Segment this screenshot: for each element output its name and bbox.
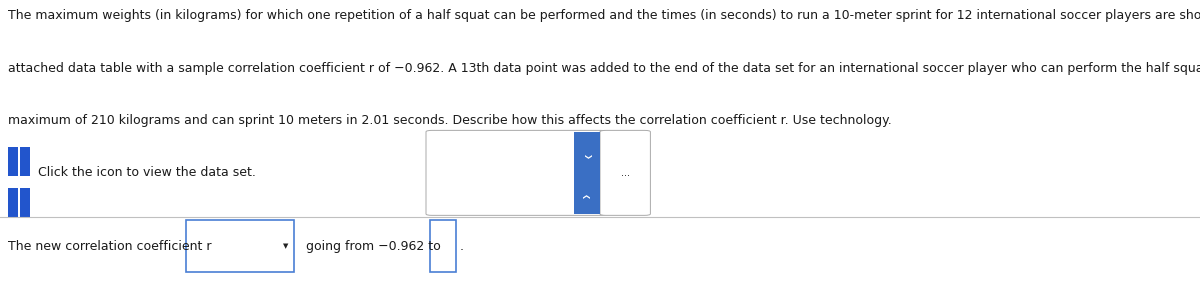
Text: ···: ···	[620, 171, 630, 181]
Text: The maximum weights (in kilograms) for which one repetition of a half squat can : The maximum weights (in kilograms) for w…	[8, 9, 1200, 22]
Text: maximum of 210 kilograms and can sprint 10 meters in 2.01 seconds. Describe how : maximum of 210 kilograms and can sprint …	[8, 114, 892, 127]
FancyBboxPatch shape	[426, 130, 606, 215]
Text: going from −0.962 to: going from −0.962 to	[306, 240, 440, 253]
Text: ▼: ▼	[283, 243, 288, 249]
Text: .: .	[460, 240, 463, 253]
Text: ❯: ❯	[583, 154, 590, 160]
FancyBboxPatch shape	[600, 130, 650, 215]
FancyBboxPatch shape	[8, 188, 18, 217]
Text: Click the icon to view the data set.: Click the icon to view the data set.	[38, 166, 257, 179]
FancyBboxPatch shape	[8, 146, 18, 176]
Text: ❯: ❯	[583, 192, 590, 198]
FancyBboxPatch shape	[574, 132, 600, 214]
FancyBboxPatch shape	[20, 146, 30, 176]
FancyBboxPatch shape	[186, 220, 294, 272]
FancyBboxPatch shape	[430, 220, 456, 272]
Text: attached data table with a sample correlation coefficient r of −0.962. A 13th da: attached data table with a sample correl…	[8, 62, 1200, 74]
Text: The new correlation coefficient r: The new correlation coefficient r	[8, 240, 212, 253]
FancyBboxPatch shape	[20, 188, 30, 217]
